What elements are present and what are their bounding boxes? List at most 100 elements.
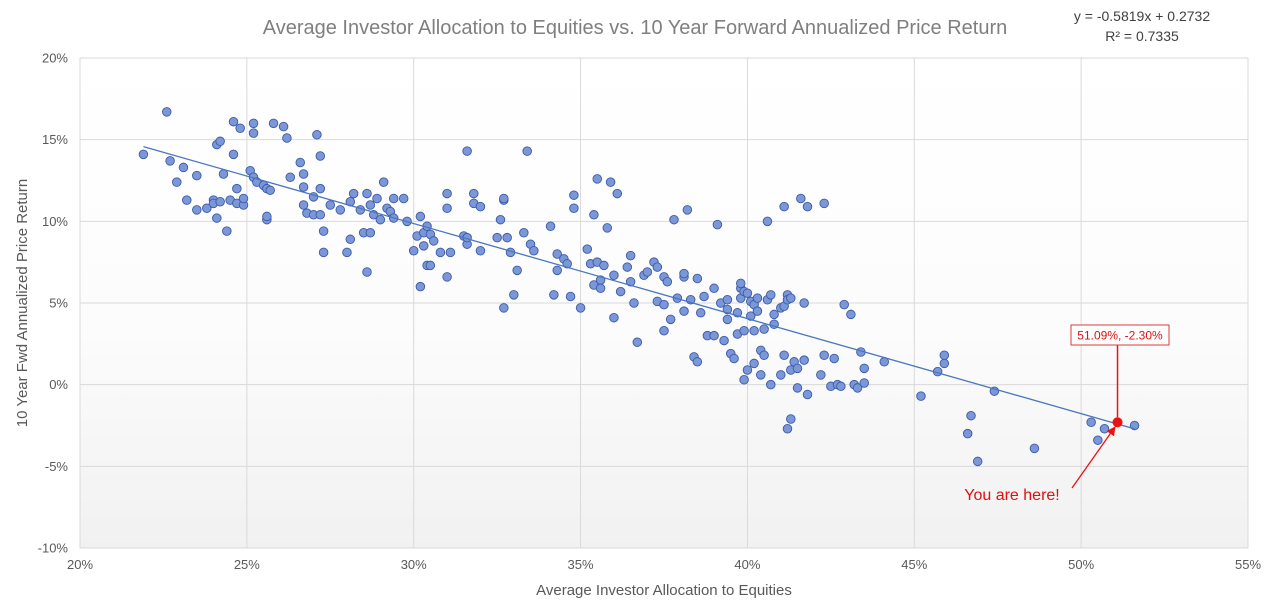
data-point: [312, 130, 322, 140]
data-point: [462, 146, 472, 156]
data-point: [682, 205, 693, 215]
data-point: [659, 299, 669, 310]
data-point: [622, 262, 633, 272]
data-point: [722, 314, 733, 325]
data-point: [709, 330, 719, 341]
data-point: [669, 214, 679, 225]
data-point: [375, 214, 386, 225]
highlight-label: 51.09%, -2.30%: [1077, 329, 1163, 343]
data-point: [582, 244, 592, 254]
data-point: [769, 309, 779, 320]
data-point: [202, 203, 212, 214]
data-point: [228, 149, 239, 160]
data-point: [172, 177, 182, 187]
y-tick-label: 15%: [42, 132, 68, 147]
data-point: [742, 365, 753, 375]
highlight-point: [1112, 417, 1123, 428]
data-point: [749, 326, 759, 336]
data-point: [499, 303, 509, 313]
data-point: [499, 193, 509, 204]
data-point: [1086, 417, 1096, 427]
data-point: [425, 260, 436, 271]
data-point: [218, 169, 229, 179]
x-tick-label: 45%: [901, 557, 927, 572]
data-point: [739, 326, 749, 336]
data-point: [552, 265, 562, 276]
data-point: [248, 128, 259, 138]
data-point: [609, 312, 619, 323]
data-point: [315, 183, 326, 194]
annotation-arrow: [1071, 426, 1116, 489]
data-point: [766, 379, 776, 390]
y-gridlines: [80, 57, 1248, 467]
trendline: [143, 145, 1135, 430]
data-point: [759, 350, 769, 361]
data-point: [749, 358, 759, 369]
data-point: [752, 306, 763, 316]
data-point: [802, 201, 813, 212]
data-point: [162, 107, 172, 117]
data-point: [238, 193, 249, 204]
data-point: [966, 410, 976, 421]
data-point: [665, 314, 676, 325]
data-point: [692, 357, 703, 367]
data-point: [679, 306, 689, 316]
data-point: [215, 196, 225, 207]
data-point: [569, 203, 579, 214]
data-point: [1029, 443, 1040, 454]
data-point: [736, 278, 746, 289]
data-point: [262, 211, 272, 222]
data-point: [699, 291, 709, 302]
data-point: [695, 308, 706, 318]
data-point: [298, 200, 309, 210]
data-point: [752, 293, 763, 303]
data-point: [365, 200, 376, 210]
data-point: [265, 185, 275, 196]
data-point: [372, 193, 382, 204]
data-point: [802, 389, 813, 400]
data-point: [609, 270, 619, 280]
data-point: [792, 383, 803, 393]
data-point: [612, 188, 623, 199]
data-point: [415, 281, 426, 292]
data-point: [192, 205, 202, 215]
data-point: [602, 223, 613, 233]
data-point: [722, 294, 733, 305]
data-point: [756, 370, 766, 380]
x-axis-label: Average Investor Allocation to Equities: [536, 582, 792, 599]
data-point: [362, 267, 372, 277]
data-point: [418, 241, 429, 251]
data-point: [742, 288, 753, 298]
data-point: [852, 383, 863, 393]
x-tick-label: 35%: [568, 557, 594, 572]
y-tick-label: 0%: [49, 377, 68, 392]
data-point: [762, 216, 773, 227]
data-point: [939, 350, 950, 361]
data-point: [759, 324, 769, 334]
data-point: [829, 353, 839, 364]
data-point: [972, 456, 983, 467]
data-point: [215, 136, 225, 147]
data-point: [659, 326, 669, 336]
y-tick-label: -10%: [38, 541, 69, 556]
data-point: [442, 203, 452, 214]
data-point: [285, 172, 295, 182]
data-point: [235, 123, 245, 133]
data-point: [839, 299, 849, 310]
data-point: [652, 262, 663, 272]
data-point: [365, 228, 376, 238]
data-point: [445, 247, 456, 258]
data-point: [605, 177, 616, 187]
y-tick-label: 20%: [42, 51, 68, 66]
data-point: [232, 183, 242, 194]
data-point: [362, 188, 372, 199]
x-tick-label: 40%: [734, 557, 760, 572]
data-point: [625, 250, 636, 261]
data-point: [345, 234, 356, 245]
data-point: [268, 118, 279, 129]
data-point: [378, 177, 389, 187]
data-point: [786, 293, 796, 303]
data-point: [298, 182, 309, 192]
data-point: [719, 335, 729, 346]
data-point: [625, 277, 636, 287]
